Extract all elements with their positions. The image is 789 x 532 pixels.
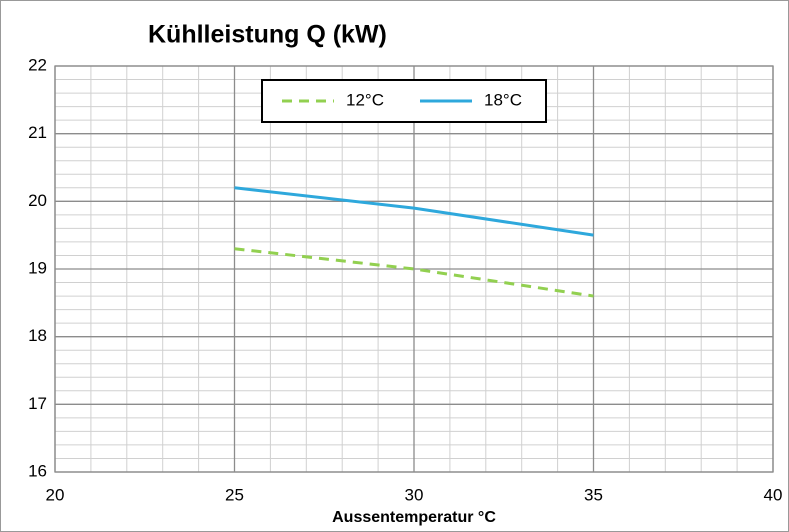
y-tick-label: 17 [28, 394, 47, 413]
y-tick-label: 18 [28, 326, 47, 345]
legend-label: 18°C [484, 90, 522, 109]
y-tick-label: 19 [28, 258, 47, 277]
y-tick-label: 20 [28, 191, 47, 210]
x-tick-label: 20 [46, 485, 65, 504]
plot-border [54, 65, 774, 473]
y-tick-label: 22 [28, 55, 47, 74]
x-tick-label: 30 [405, 485, 424, 504]
series-line [234, 186, 594, 237]
series-line [234, 247, 594, 298]
legend-box [261, 79, 547, 123]
y-tick-label: 16 [28, 461, 47, 480]
legend: 12°C 18°C [261, 79, 547, 123]
legend-label: 12°C [346, 90, 384, 109]
x-tick-label: 35 [584, 485, 603, 504]
x-axis-label: Aussentemperatur °C [332, 509, 496, 526]
y-tick-label: 21 [28, 123, 47, 142]
x-tick-label: 40 [764, 485, 783, 504]
chart-title: Kühlleistung Q (kW) [148, 21, 387, 49]
x-tick-label: 25 [225, 485, 244, 504]
